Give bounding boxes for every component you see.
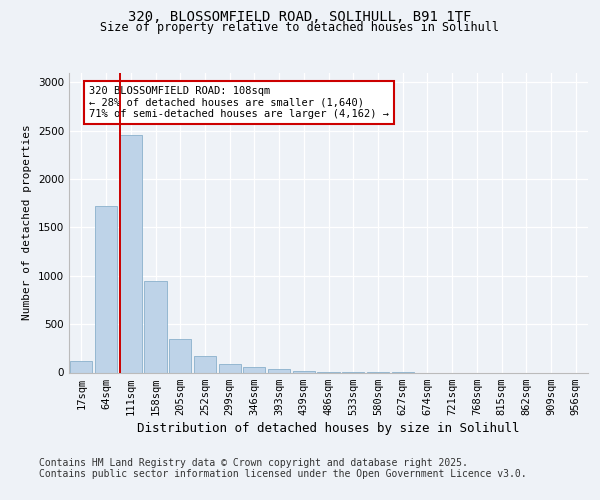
Bar	[169, 338, 191, 372]
Bar	[70, 361, 92, 372]
X-axis label: Distribution of detached houses by size in Solihull: Distribution of detached houses by size …	[137, 422, 520, 435]
Bar	[243, 366, 265, 372]
Text: Size of property relative to detached houses in Solihull: Size of property relative to detached ho…	[101, 21, 499, 34]
Bar	[218, 364, 241, 372]
Bar	[119, 136, 142, 372]
Bar	[293, 370, 315, 372]
Y-axis label: Number of detached properties: Number of detached properties	[22, 124, 32, 320]
Text: Contains HM Land Registry data © Crown copyright and database right 2025.
Contai: Contains HM Land Registry data © Crown c…	[39, 458, 527, 479]
Bar	[268, 369, 290, 372]
Text: 320 BLOSSOMFIELD ROAD: 108sqm
← 28% of detached houses are smaller (1,640)
71% o: 320 BLOSSOMFIELD ROAD: 108sqm ← 28% of d…	[89, 86, 389, 119]
Bar	[95, 206, 117, 372]
Text: 320, BLOSSOMFIELD ROAD, SOLIHULL, B91 1TF: 320, BLOSSOMFIELD ROAD, SOLIHULL, B91 1T…	[128, 10, 472, 24]
Bar	[194, 356, 216, 372]
Bar	[145, 280, 167, 372]
